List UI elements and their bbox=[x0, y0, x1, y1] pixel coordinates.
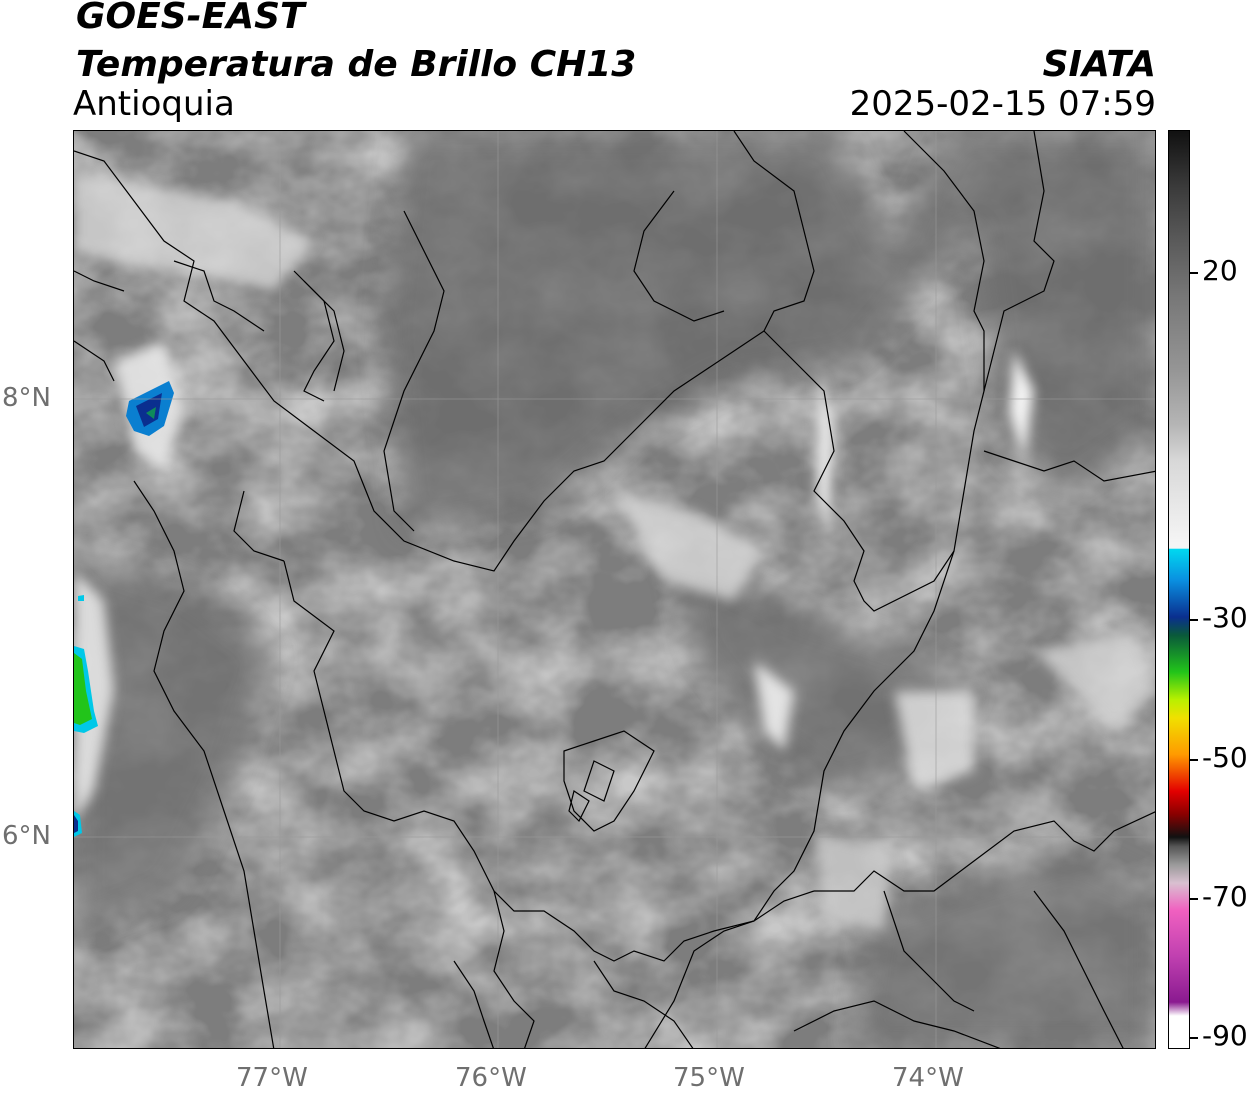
colorbar-label-minus50: -50 bbox=[1202, 741, 1248, 774]
colorbar-label-minus90: -90 bbox=[1202, 1019, 1248, 1052]
colorbar-label-minus30: -30 bbox=[1202, 601, 1248, 634]
colorbar-tick bbox=[1190, 898, 1198, 900]
region-label: Antioquia bbox=[73, 84, 235, 124]
colorbar-tick bbox=[1190, 619, 1198, 621]
convective-cells bbox=[74, 381, 174, 837]
organization-label: SIATA bbox=[1042, 44, 1156, 85]
political-boundaries bbox=[74, 131, 1155, 1048]
colorbar-tick bbox=[1190, 759, 1198, 761]
satellite-title: GOES-EAST bbox=[76, 0, 305, 37]
lat-label-6n: 6°N bbox=[2, 821, 51, 851]
colorbar bbox=[1168, 130, 1190, 1049]
map-imagery bbox=[74, 131, 1155, 1048]
product-title: Temperatura de Brillo CH13 bbox=[76, 44, 637, 85]
colorbar-tick bbox=[1190, 1037, 1198, 1039]
lon-label-77w: 77°W bbox=[236, 1063, 308, 1093]
lon-label-76w: 76°W bbox=[455, 1063, 527, 1093]
gridlines bbox=[74, 131, 1155, 1048]
colorbar-label-20: 20 bbox=[1202, 254, 1238, 287]
colorbar-label-minus70: -70 bbox=[1202, 880, 1248, 913]
lon-label-75w: 75°W bbox=[673, 1063, 745, 1093]
colorbar-tick bbox=[1190, 272, 1198, 274]
timestamp-label: 2025-02-15 07:59 bbox=[849, 84, 1156, 124]
lat-label-8n: 8°N bbox=[2, 383, 51, 413]
lon-label-74w: 74°W bbox=[892, 1063, 964, 1093]
satellite-map bbox=[73, 130, 1156, 1049]
warm-regions bbox=[74, 131, 1155, 1048]
